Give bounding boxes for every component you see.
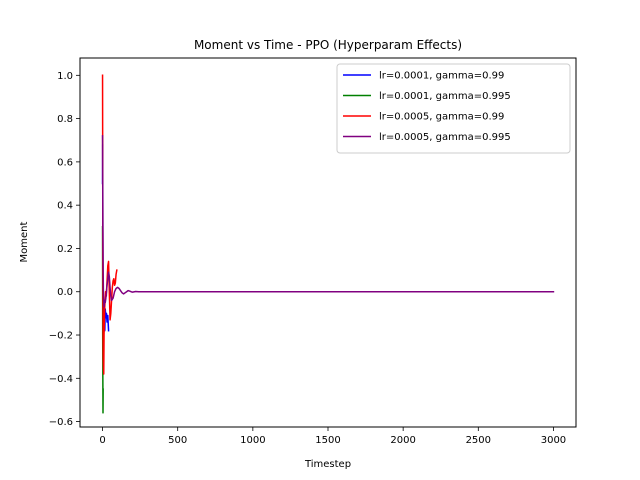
y-tick-label: 0.8 (57, 114, 73, 125)
y-tick-label: −0.2 (49, 331, 73, 342)
x-tick-label: 1500 (315, 435, 340, 446)
legend-label: lr=0.0001, gamma=0.99 (379, 71, 504, 82)
y-axis-label: Moment (19, 221, 30, 262)
series-line-3 (101, 74, 118, 375)
y-tick-label: 0.4 (57, 201, 73, 212)
series-line-4 (101, 135, 555, 308)
plot-series (101, 74, 555, 414)
x-tick-label: 1000 (240, 435, 265, 446)
legend-label: lr=0.0001, gamma=0.995 (379, 91, 511, 102)
x-tick-label: 0 (99, 435, 105, 446)
y-tick-label: 1.0 (57, 71, 73, 82)
x-axis-label: Timestep (304, 459, 351, 470)
y-tick-label: −0.6 (49, 417, 73, 428)
legend: lr=0.0001, gamma=0.99 lr=0.0001, gamma=0.… (336, 63, 571, 154)
x-axis: 0 500 1000 1500 2000 2500 3000 (99, 427, 566, 446)
legend-box (336, 63, 571, 154)
y-tick-label: 0.0 (57, 287, 73, 298)
x-tick-label: 2000 (390, 435, 415, 446)
legend-label: lr=0.0005, gamma=0.995 (379, 132, 511, 143)
legend-label: lr=0.0005, gamma=0.99 (379, 112, 504, 123)
y-tick-label: 0.2 (57, 244, 73, 255)
x-tick-label: 2500 (466, 435, 491, 446)
chart-title: Moment vs Time - PPO (Hyperparam Effects… (194, 38, 462, 52)
y-tick-label: −0.4 (49, 374, 73, 385)
x-tick-label: 3000 (541, 435, 566, 446)
x-tick-label: 500 (168, 435, 187, 446)
y-axis: −0.6 −0.4 −0.2 0.0 0.2 0.4 0.6 0.8 1.0 (49, 71, 80, 428)
y-tick-label: 0.6 (57, 157, 73, 168)
